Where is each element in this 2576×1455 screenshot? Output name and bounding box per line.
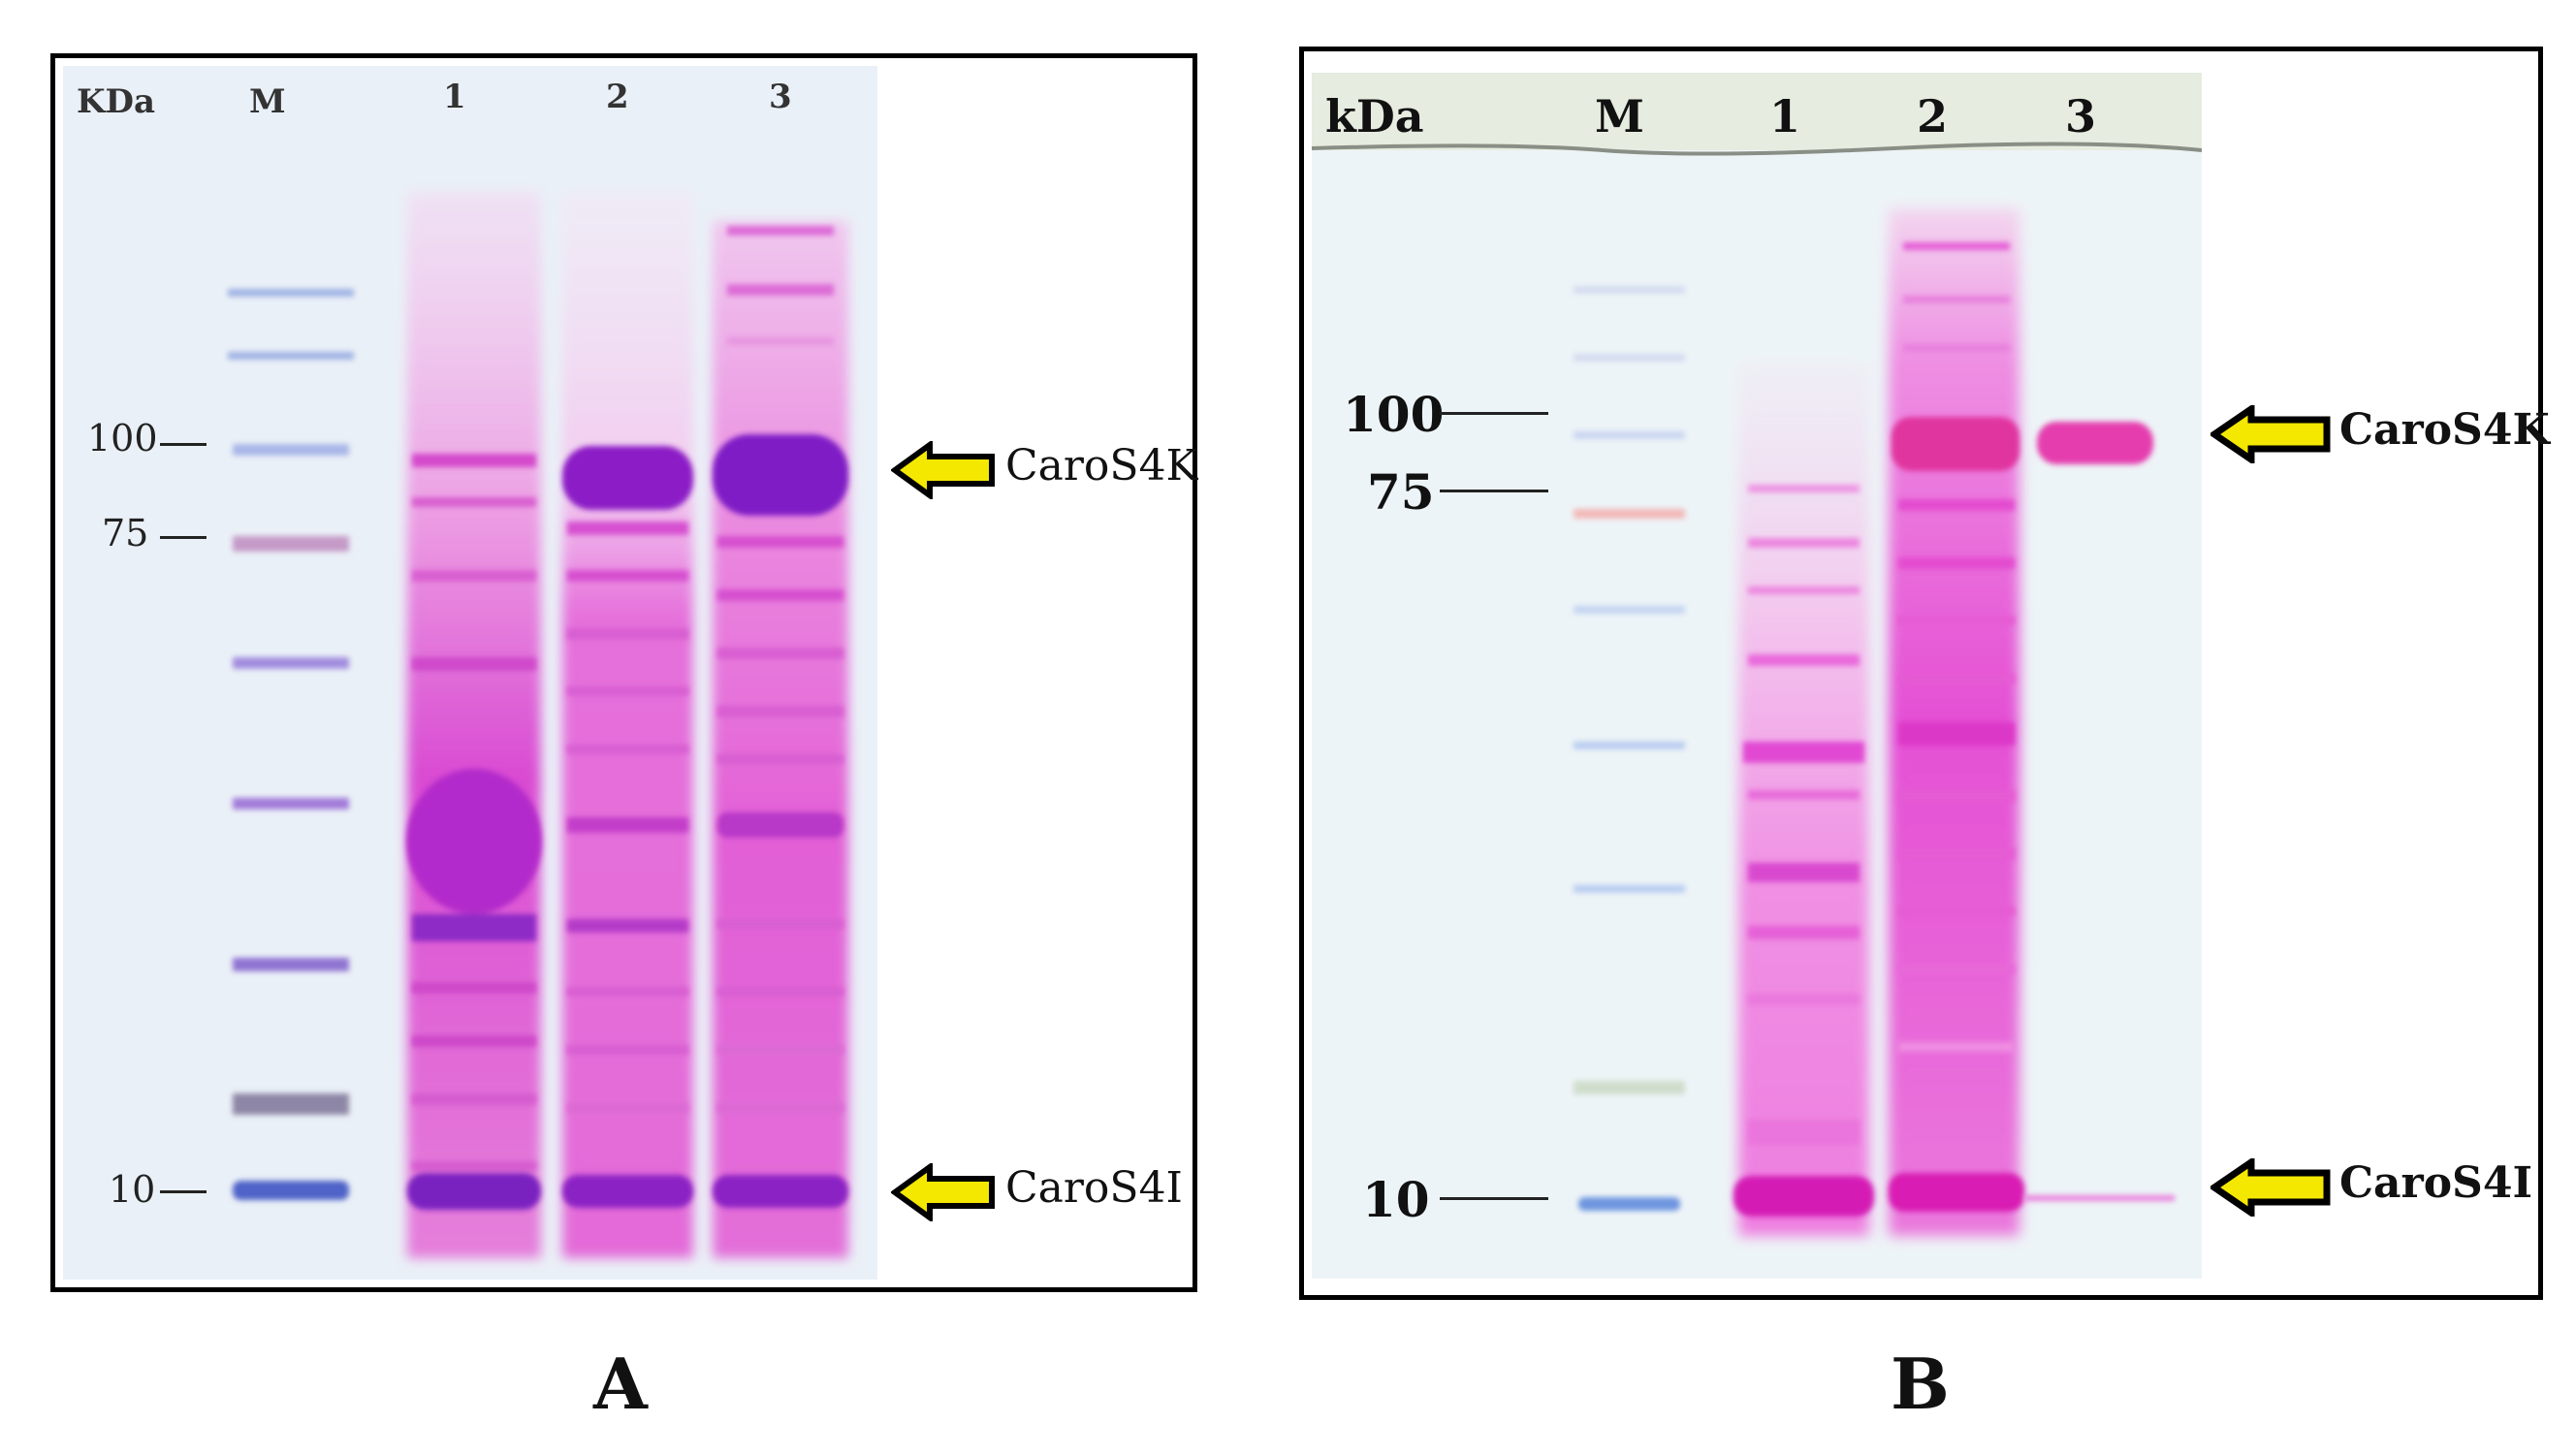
lane-2-bands-b: [1889, 242, 2024, 1212]
lane-label-1-b: 1: [1769, 90, 1801, 142]
caros4k-band-lane-3: [713, 434, 848, 516]
gel-b-graphic: [1312, 73, 2202, 1236]
lane-label-3-b: 3: [2065, 90, 2097, 142]
marker-100-a: 100: [87, 417, 158, 459]
band-label-caros4i-a: CaroS4I: [1005, 1163, 1183, 1213]
unit-label-b: kDa: [1325, 90, 1424, 142]
marker-10-tick-b: [1440, 1197, 1548, 1200]
marker-10-tick-a: [160, 1190, 207, 1193]
marker-75-tick-a: [160, 536, 207, 539]
unit-label-a: KDa: [77, 82, 156, 121]
band-label-caros4k-b: CaroS4K: [2339, 405, 2550, 455]
arrow-icon: [891, 441, 995, 499]
marker-100-b: 100: [1343, 386, 1445, 443]
gel-b-header-strip: [1312, 73, 2202, 150]
arrow-icon: [2210, 405, 2331, 463]
arrow-icon: [891, 1163, 995, 1221]
lane-label-2-a: 2: [606, 78, 629, 116]
lane-3-bands-b: [2024, 422, 2175, 1201]
caros4k-band-lane-2: [562, 446, 693, 510]
lane-1-bands: [406, 454, 542, 1210]
panel-a: KDa M 1 2 3 100 75 10 CaroS4K CaroS4I: [50, 53, 1197, 1292]
panel-b: kDa M 1 2 3 100 75 10 CaroS4K CaroS4I: [1299, 47, 2550, 1300]
lane-label-3-a: 3: [769, 78, 792, 116]
lane-2-bands: [562, 446, 693, 1208]
marker-10-a: 10: [109, 1168, 156, 1211]
marker-10-b: 10: [1362, 1171, 1430, 1228]
lane-2-smear: [562, 192, 693, 1258]
lane-label-1-a: 1: [443, 78, 466, 116]
marker-100-tick-a: [160, 443, 207, 446]
marker-75-a: 75: [102, 512, 149, 554]
lane-1-bands-b: [1733, 485, 1874, 1217]
lane-label-2-b: 2: [1917, 90, 1949, 142]
gel-image-b: [1312, 73, 2202, 1279]
lane-1-smear: [407, 192, 541, 1258]
caros4k-band-lane-2-b: [1892, 417, 2019, 471]
marker-lane-b: [1574, 286, 1685, 1211]
gel-image-a: [63, 66, 877, 1280]
lane-3-smear: [713, 221, 848, 1258]
marker-75-b: 75: [1367, 463, 1435, 521]
lane-label-m-b: M: [1595, 90, 1644, 142]
gel-a-graphic: [228, 192, 848, 1258]
arrow-icon: [2210, 1158, 2331, 1217]
caros4k-band-lane-3-b: [2037, 422, 2153, 464]
panel-letter-a: A: [593, 1343, 648, 1425]
marker-lane-a: [228, 289, 354, 1200]
band-label-caros4k-a: CaroS4K: [1005, 441, 1198, 490]
lane-3-bands: [713, 226, 848, 1208]
marker-75-tick-b: [1440, 490, 1548, 492]
panel-letter-b: B: [1891, 1343, 1950, 1425]
band-label-caros4i-b: CaroS4I: [2339, 1158, 2533, 1208]
marker-100-tick-b: [1440, 412, 1548, 415]
lane-label-m-a: M: [249, 82, 286, 121]
